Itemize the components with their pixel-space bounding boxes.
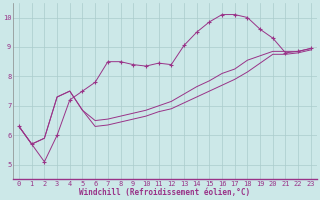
X-axis label: Windchill (Refroidissement éolien,°C): Windchill (Refroidissement éolien,°C) — [79, 188, 251, 197]
